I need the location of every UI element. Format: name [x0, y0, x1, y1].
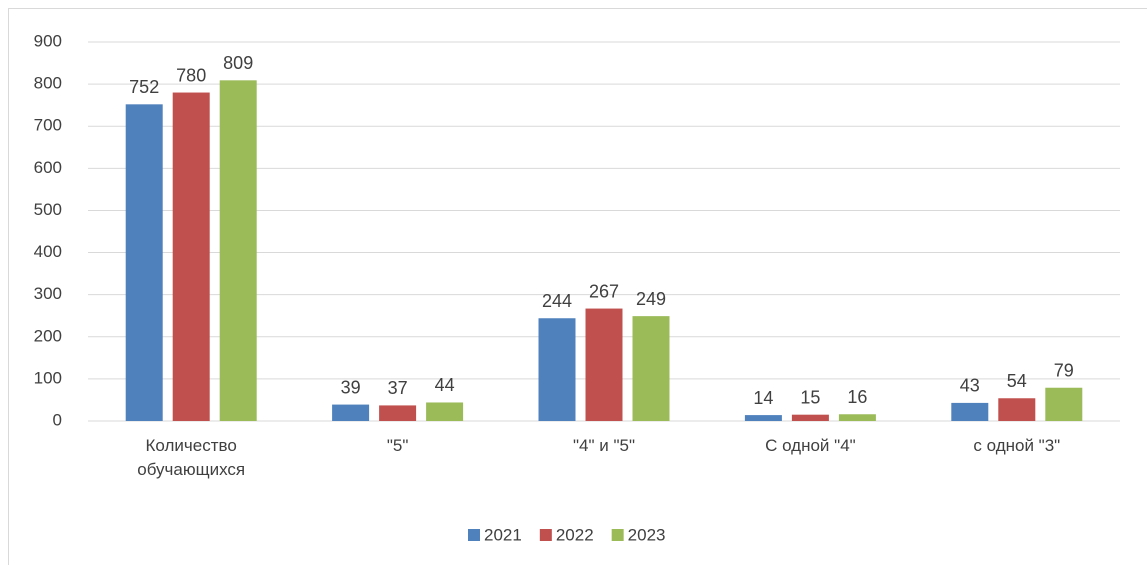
data-label: 780	[176, 65, 206, 85]
data-label: 79	[1054, 360, 1074, 380]
data-label: 39	[341, 377, 361, 397]
x-tick-label: с одной "3"	[973, 436, 1061, 455]
bar	[125, 104, 163, 421]
y-tick-label: 0	[53, 410, 62, 429]
bar	[172, 92, 210, 422]
data-label: 43	[960, 376, 980, 396]
bar	[1045, 387, 1083, 421]
x-tick-label: "5"	[386, 436, 409, 455]
data-label: 267	[589, 281, 619, 301]
bar	[538, 318, 576, 421]
x-tick-label: "4" и "5"	[573, 436, 635, 455]
chart-border	[8, 8, 1147, 565]
legend-label: 2023	[628, 525, 666, 544]
y-tick-label: 500	[34, 200, 62, 219]
data-label: 249	[636, 289, 666, 309]
y-tick-label: 200	[34, 326, 62, 345]
data-label: 244	[542, 291, 572, 311]
bar	[219, 80, 257, 422]
bar	[379, 405, 417, 421]
data-label: 37	[388, 378, 408, 398]
data-label: 809	[223, 53, 253, 73]
bar	[332, 404, 370, 421]
legend-label: 2021	[484, 525, 522, 544]
bar	[998, 398, 1036, 421]
bar	[632, 316, 670, 421]
legend-swatch	[611, 529, 624, 541]
y-tick-label: 700	[34, 116, 62, 135]
y-tick-label: 100	[34, 368, 62, 387]
bar	[951, 402, 989, 421]
y-tick-label: 900	[34, 31, 62, 50]
y-tick-label: 400	[34, 242, 62, 261]
legend-swatch	[468, 529, 480, 541]
legend-label: 2022	[556, 525, 594, 544]
data-label: 14	[753, 388, 773, 408]
x-tick-label: С одной "4"	[765, 436, 856, 455]
data-label: 16	[847, 387, 867, 407]
bar	[791, 414, 829, 421]
bar	[426, 402, 464, 421]
bar	[744, 415, 782, 421]
y-tick-label: 600	[34, 158, 62, 177]
legend-swatch	[539, 529, 552, 541]
bar	[838, 414, 876, 421]
x-tick-label: Количество обучающихся	[137, 436, 246, 479]
y-tick-label: 800	[34, 74, 62, 93]
data-label: 752	[129, 77, 159, 97]
y-tick-label: 300	[34, 284, 62, 303]
bar	[585, 308, 623, 421]
data-label: 44	[435, 375, 455, 395]
data-label: 15	[800, 387, 820, 407]
data-label: 54	[1007, 371, 1027, 391]
